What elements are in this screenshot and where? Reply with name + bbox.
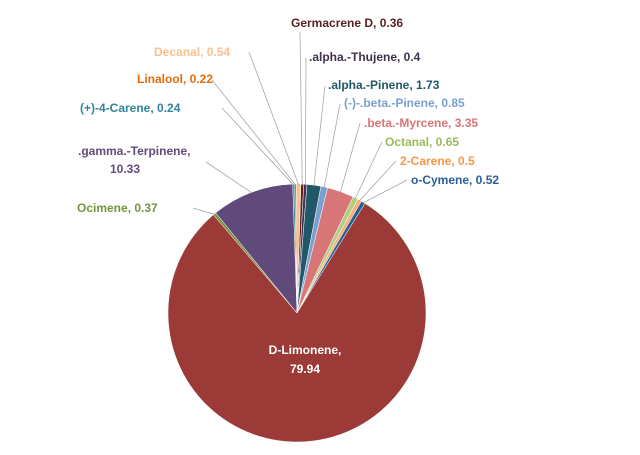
label-beta-myrcene: .beta.-Myrcene, 3.35 bbox=[364, 116, 478, 130]
leader-line bbox=[362, 179, 408, 204]
pie-slice-gamma-terpinene bbox=[215, 183, 298, 314]
label-o-cymene: o-Cymene, 0.52 bbox=[411, 173, 499, 187]
leader-line bbox=[354, 141, 383, 200]
leader-line bbox=[248, 51, 300, 186]
leader-line bbox=[192, 207, 216, 215]
leader-lines bbox=[192, 31, 408, 215]
label-d-limonene-name: D-Limonene, bbox=[269, 343, 342, 357]
label-decanal: Decanal, 0.54 bbox=[154, 45, 230, 59]
label-octanal: Octanal, 0.65 bbox=[385, 135, 459, 149]
leader-line bbox=[339, 122, 361, 193]
label-ocimene: Ocimene, 0.37 bbox=[77, 201, 158, 215]
pie-slice-d-limonene bbox=[167, 203, 427, 443]
label-germacrene-d: Germacrene D, 0.36 bbox=[291, 16, 403, 30]
label-alpha-thujene: .alpha.-Thujene, 0.4 bbox=[309, 50, 421, 64]
label-gamma-terpinene-value: 10.33 bbox=[110, 162, 140, 176]
leader-line bbox=[205, 161, 253, 194]
leader-line bbox=[304, 57, 307, 186]
leader-line bbox=[211, 79, 296, 186]
leader-line bbox=[313, 85, 326, 187]
leader-line bbox=[358, 160, 397, 202]
pie-slices bbox=[167, 183, 427, 443]
label-beta-pinene: (-)-.beta.-Pinene, 0.85 bbox=[344, 96, 465, 110]
label-alpha-pinene: .alpha.-Pinene, 1.73 bbox=[328, 78, 440, 92]
label-linalool: Linalool, 0.22 bbox=[137, 72, 213, 86]
label-gamma-terpinene-name: .gamma.-Terpinene, bbox=[78, 144, 190, 158]
label-2-carene: 2-Carene, 0.5 bbox=[400, 154, 475, 168]
leader-line bbox=[323, 103, 341, 188]
leader-line bbox=[221, 107, 295, 186]
label-d-limonene-value: 79.94 bbox=[290, 362, 320, 376]
label-4-carene: (+)-4-Carene, 0.24 bbox=[80, 101, 181, 115]
leader-line bbox=[299, 31, 303, 186]
data-labels: Germacrene D, 0.36 .alpha.-Thujene, 0.4 … bbox=[77, 16, 499, 376]
